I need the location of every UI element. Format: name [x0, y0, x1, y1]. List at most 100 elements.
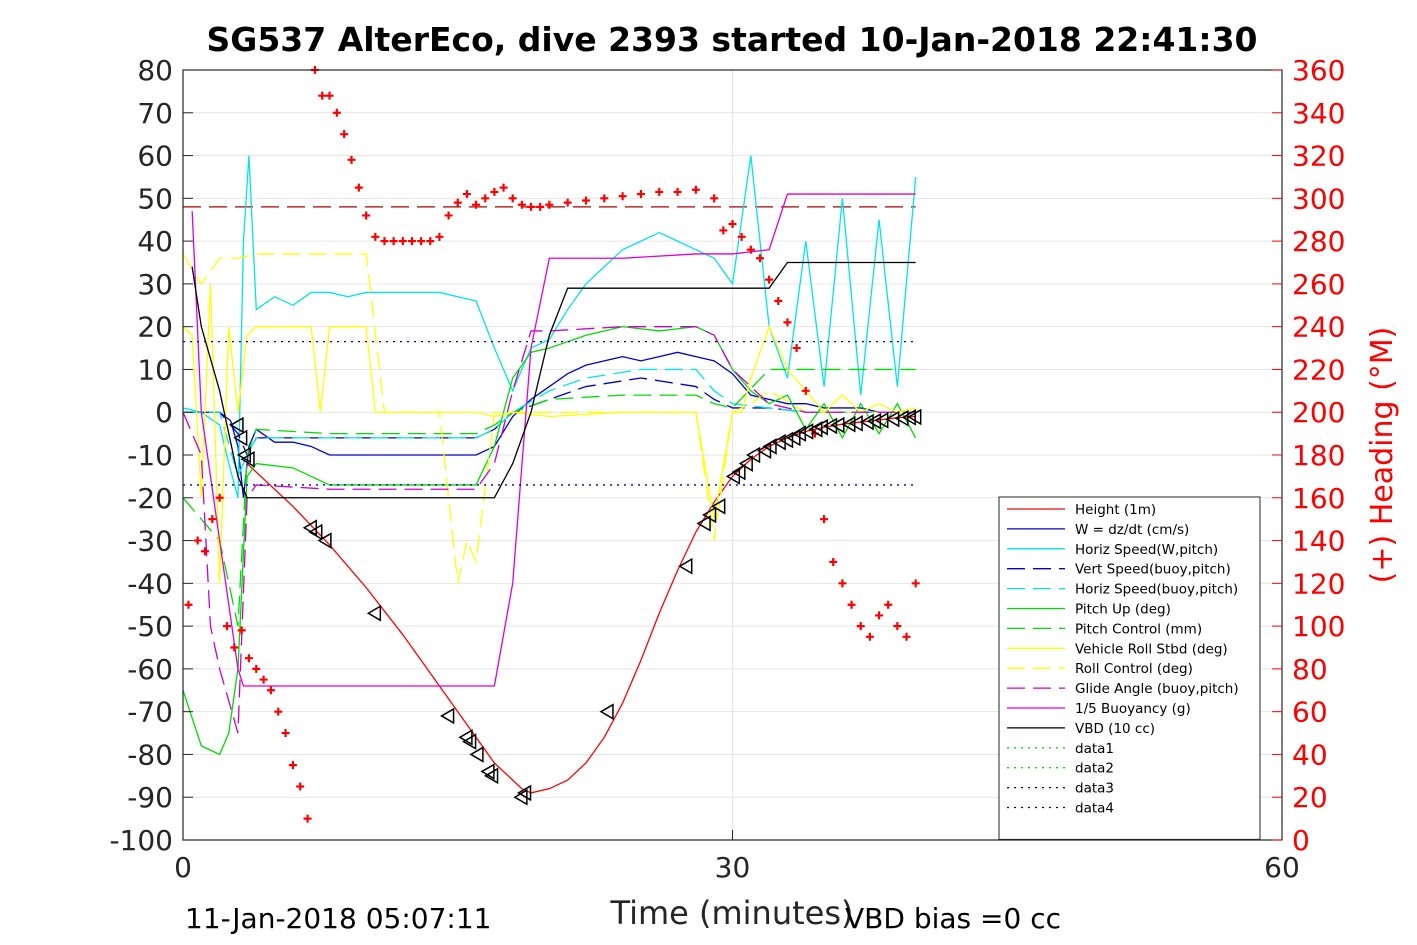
- heading-point: [453, 198, 462, 207]
- series-line-0: [246, 415, 916, 794]
- heading-point: [728, 220, 737, 228]
- y-tick-label: -70: [127, 696, 173, 729]
- triangle-marker: [317, 532, 332, 549]
- heading-point: [380, 237, 389, 246]
- heading-point: [444, 211, 453, 220]
- heading-point: [215, 493, 224, 502]
- y-tick-label: -10: [127, 439, 173, 472]
- y2-tick-label: 140: [1292, 525, 1345, 558]
- y-tick-label: -90: [127, 781, 173, 814]
- y-tick-label: -100: [109, 824, 173, 857]
- triangle-marker: [484, 767, 499, 785]
- triangle-marker: [440, 707, 455, 725]
- heading-point: [472, 200, 481, 209]
- y2-tick-label: 80: [1292, 653, 1328, 686]
- heading-point: [398, 237, 407, 246]
- y2-tick-label: 300: [1292, 182, 1345, 215]
- y2-tick-label: 120: [1292, 567, 1345, 600]
- heading-point: [893, 622, 902, 631]
- triangle-marker: [469, 746, 484, 763]
- legend-entry: Height (1m): [1075, 502, 1156, 518]
- triangle-marker: [822, 417, 838, 435]
- heading-point: [563, 198, 572, 207]
- y-tick-label: -60: [127, 653, 173, 686]
- y2-tick-label: 160: [1292, 482, 1345, 515]
- heading-point: [719, 226, 728, 235]
- legend-entry: Horiz Speed(W,pitch): [1075, 542, 1218, 558]
- heading-point: [783, 318, 792, 327]
- chart-title: SG537 AlterEco, dive 2393 started 10-Jan…: [206, 20, 1257, 59]
- heading-point: [902, 632, 911, 641]
- legend-entry: Pitch Up (deg): [1075, 602, 1171, 618]
- heading-point: [618, 192, 627, 201]
- x-tick-label: 0: [174, 851, 192, 884]
- triangle-marker: [731, 463, 746, 481]
- heading-point: [545, 200, 554, 209]
- triangle-marker: [762, 438, 777, 455]
- y2-tick-label: 40: [1292, 738, 1328, 771]
- heading-point: [296, 782, 305, 791]
- heading-point: [332, 108, 341, 117]
- heading-point: [655, 187, 664, 196]
- heading-point: [354, 183, 363, 192]
- heading-point: [499, 183, 508, 192]
- heading-point: [737, 232, 746, 241]
- y2-tick-label: 220: [1292, 353, 1345, 386]
- heading-point: [340, 130, 349, 139]
- heading-point: [755, 254, 764, 263]
- series-line-5: [182, 325, 917, 756]
- heading-point: [774, 297, 783, 305]
- heading-point: [259, 675, 268, 684]
- heading-point: [193, 536, 202, 545]
- heading-point: [462, 190, 471, 199]
- heading-point: [417, 237, 426, 246]
- triangle-marker: [841, 415, 856, 433]
- y2-axis-label: (+) Heading (°M): [1365, 327, 1400, 584]
- triangle-marker: [745, 446, 761, 464]
- triangle-markers: [229, 408, 922, 806]
- y-tick-label: -20: [127, 482, 173, 515]
- heading-point: [508, 194, 517, 203]
- heading-point: [636, 190, 645, 199]
- heading-point: [407, 237, 416, 246]
- triangle-marker: [240, 450, 255, 468]
- triangle-marker: [599, 703, 614, 720]
- series-line-2: [182, 155, 917, 498]
- legend: Height (1m) W = dz/dt (cm/s) Horiz Speed(W…: [998, 496, 1261, 840]
- heading-point: [600, 194, 609, 203]
- heading-point: [527, 202, 536, 211]
- series-line-11: [191, 261, 916, 499]
- heading-point: [884, 600, 893, 609]
- y2-tick-label: 280: [1292, 225, 1345, 258]
- triangle-marker: [229, 416, 244, 434]
- triangle-marker: [859, 413, 874, 431]
- heading-point: [820, 515, 829, 524]
- y2-tick-label: 60: [1292, 696, 1328, 729]
- footer-vbd-bias: VBD bias =0 cc: [845, 902, 1061, 935]
- y2-tick-label: 260: [1292, 268, 1345, 301]
- heading-point: [435, 232, 444, 241]
- triangle-marker: [517, 784, 532, 802]
- legend-entry: data3: [1075, 781, 1114, 797]
- triangle-marker: [907, 408, 922, 426]
- series-line-4: [183, 368, 916, 479]
- triangle-marker: [901, 409, 916, 426]
- legend-entry: data1: [1075, 741, 1114, 757]
- y-tick-label: 20: [137, 311, 173, 344]
- y-tick-label: -40: [127, 567, 173, 600]
- legend-entry: Vert Speed(buoy,pitch): [1075, 562, 1231, 578]
- heading-point: [318, 91, 327, 100]
- triangle-marker: [678, 557, 693, 575]
- series-line-6: [182, 368, 916, 627]
- triangle-marker: [462, 733, 477, 750]
- legend-entry: data2: [1075, 761, 1114, 777]
- heading-point: [184, 600, 193, 609]
- y2-tick-label: 180: [1292, 439, 1345, 472]
- y-tick-label: 60: [137, 140, 173, 173]
- heading-point: [581, 196, 590, 205]
- triangle-marker: [696, 515, 711, 532]
- series-lines: [182, 155, 917, 794]
- y2-tick-label: 320: [1292, 140, 1345, 173]
- heading-point: [865, 632, 874, 641]
